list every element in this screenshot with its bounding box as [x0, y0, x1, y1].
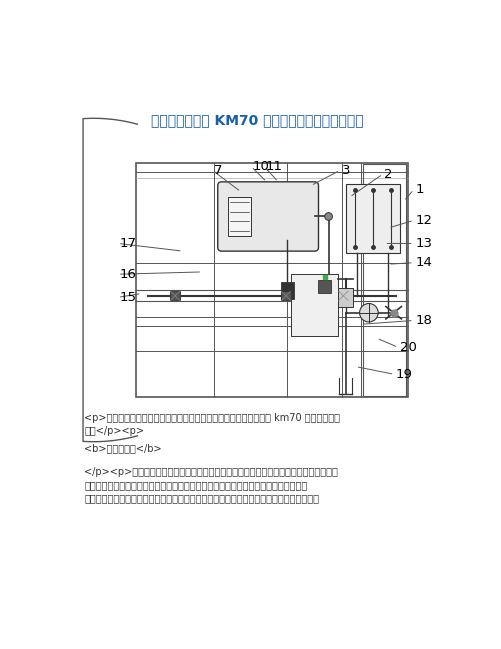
Bar	[291, 275, 337, 336]
Text: 18: 18	[414, 314, 431, 327]
Text: 11: 11	[265, 160, 282, 173]
Circle shape	[359, 304, 377, 322]
Circle shape	[324, 213, 332, 220]
Bar	[281, 282, 293, 299]
Text: 19: 19	[395, 368, 412, 381]
Bar	[281, 291, 290, 300]
Text: 7: 7	[213, 164, 222, 177]
Text: 一种便于维护的 KM70 气动底开门系统的制作方法: 一种便于维护的 KM70 气动底开门系统的制作方法	[151, 113, 363, 127]
Bar	[227, 197, 250, 236]
Text: 12: 12	[414, 214, 431, 227]
Text: 3: 3	[341, 164, 350, 177]
Bar	[362, 164, 405, 396]
Text: 16: 16	[119, 268, 136, 281]
Text: 17: 17	[119, 237, 136, 250]
Bar	[338, 291, 347, 300]
Text: 10: 10	[252, 160, 269, 173]
Bar	[170, 291, 179, 300]
Bar	[345, 184, 399, 254]
Bar	[318, 280, 330, 293]
Text: 1: 1	[414, 183, 423, 196]
Bar	[337, 288, 353, 308]
Text: <p>本发明属于铁路货车风动控制系统领域，具体为一种便于维护的 km70 气动底开门系
统。</p><p>: <p>本发明属于铁路货车风动控制系统领域，具体为一种便于维护的 km70 气动底…	[84, 413, 340, 436]
Bar	[136, 163, 407, 397]
Text: 20: 20	[399, 341, 416, 354]
Text: 15: 15	[119, 291, 136, 304]
Text: 14: 14	[414, 256, 431, 269]
Text: 13: 13	[414, 237, 431, 250]
Text: <b>背景技术：</b>: <b>背景技术：</b>	[84, 444, 162, 454]
FancyBboxPatch shape	[217, 182, 318, 251]
Text: </p><p>现有生活中，煤炭漏斗车是一种地道向内侧倾斜或管端置量大圆弧，车体下前装
有漏斗的铁路货车，货物由上面装入，煤炭漏斗车主要用以装运矿石、水泥、煤炭等: </p><p>现有生活中，煤炭漏斗车是一种地道向内侧倾斜或管端置量大圆弧，车体下…	[84, 467, 338, 503]
Text: 2: 2	[384, 167, 392, 180]
